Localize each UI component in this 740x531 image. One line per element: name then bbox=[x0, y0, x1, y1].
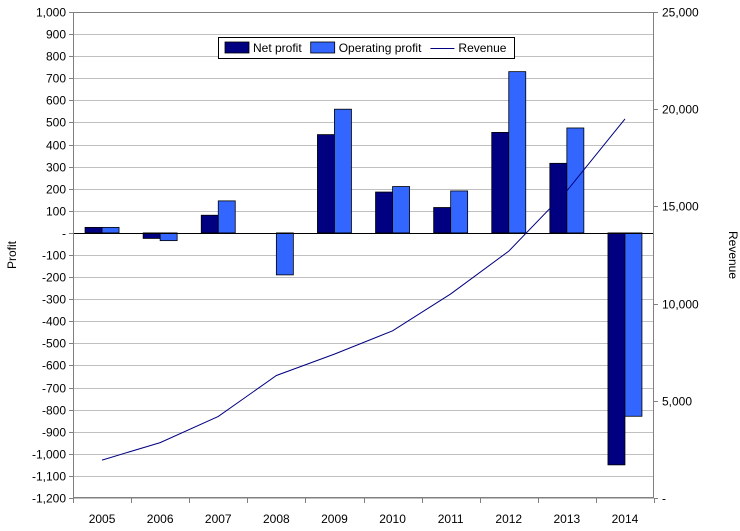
x-tick-label: 2014 bbox=[612, 512, 639, 526]
revenue-line-group bbox=[101, 118, 626, 461]
grid-lines bbox=[73, 12, 654, 499]
left-tick-label: 800 bbox=[46, 50, 66, 64]
right-tick-label: 5,000 bbox=[662, 395, 692, 409]
bar-operating-profit bbox=[159, 232, 178, 242]
right-axis-title: Revenue bbox=[726, 231, 740, 279]
plot-border bbox=[73, 12, 654, 498]
left-tick-label: - bbox=[62, 227, 66, 241]
x-tick-label: 2011 bbox=[438, 512, 464, 526]
left-tick-label: -300 bbox=[42, 293, 66, 307]
left-tick-label: 400 bbox=[46, 139, 66, 153]
x-tick-label: 2006 bbox=[147, 512, 174, 526]
bar-operating-profit bbox=[624, 232, 643, 417]
bar-net-profit bbox=[375, 191, 393, 234]
right-tick-label: 20,000 bbox=[662, 103, 699, 117]
left-tick-label: -500 bbox=[42, 337, 66, 351]
left-tick-label: 700 bbox=[46, 72, 66, 86]
left-tick-label: -1,200 bbox=[32, 492, 66, 506]
left-tick-label: -200 bbox=[42, 271, 66, 285]
bar-net-profit bbox=[200, 214, 219, 234]
left-tick-label: 1,000 bbox=[36, 6, 66, 20]
bar-operating-profit bbox=[450, 190, 469, 234]
x-tick-label: 2012 bbox=[495, 512, 522, 526]
bar-net-profit bbox=[433, 207, 452, 234]
bar-net-profit bbox=[607, 232, 626, 466]
left-tick-label: -100 bbox=[42, 249, 66, 263]
bar-operating-profit bbox=[275, 232, 294, 276]
legend-swatch-operating-profit bbox=[310, 41, 336, 54]
left-tick-label: 100 bbox=[46, 205, 66, 219]
left-tick-label: -800 bbox=[42, 404, 66, 418]
left-tick-label: -1,000 bbox=[32, 448, 66, 462]
x-tick-label: 2013 bbox=[553, 512, 580, 526]
x-tick-label: 2009 bbox=[321, 512, 348, 526]
legend-label-net-profit: Net profit bbox=[253, 41, 302, 55]
bar-net-profit bbox=[549, 162, 568, 234]
x-axis-ticks: 2005 2006 2007 2008 2009 2010 2011 2012 2013 2014 bbox=[73, 498, 655, 526]
left-tick-label: -1,100 bbox=[32, 470, 66, 484]
bar-net-profit bbox=[491, 131, 510, 234]
left-tick-label: -700 bbox=[42, 382, 66, 396]
legend-box bbox=[218, 37, 515, 59]
bar-operating-profit bbox=[392, 186, 410, 234]
left-tick-label: 200 bbox=[46, 183, 66, 197]
left-tick-label: 600 bbox=[46, 94, 66, 108]
x-tick-label: 2007 bbox=[205, 512, 232, 526]
right-tick-label: - bbox=[662, 492, 666, 506]
left-tick-label: -400 bbox=[42, 315, 66, 329]
bar-operating-profit bbox=[508, 71, 527, 234]
bar-net-profit bbox=[317, 134, 335, 234]
legend: Net profit Operating profit Revenue bbox=[218, 37, 515, 59]
legend-swatch-net-profit bbox=[224, 41, 250, 54]
bar-operating-profit bbox=[217, 200, 236, 234]
left-axis-ticks: 1,000 900 800 700 600 500 400 300 200 100 - -100 -20… bbox=[32, 6, 73, 506]
x-tick-label: 2005 bbox=[89, 512, 116, 526]
left-tick-label: 900 bbox=[46, 28, 66, 42]
left-axis-title: Profit bbox=[5, 240, 19, 269]
left-tick-label: 500 bbox=[46, 116, 66, 130]
bar-operating-profit bbox=[101, 226, 120, 234]
left-tick-label: -600 bbox=[42, 359, 66, 373]
legend-label-operating-profit: Operating profit bbox=[339, 41, 422, 55]
right-tick-label: 15,000 bbox=[662, 200, 699, 214]
right-tick-label: 10,000 bbox=[662, 298, 699, 312]
right-axis-ticks: 25,000 20,000 15,000 10,000 5,000 - bbox=[654, 6, 699, 506]
x-tick-label: 2008 bbox=[263, 512, 290, 526]
legend-label-revenue: Revenue bbox=[458, 41, 506, 55]
right-tick-label: 25,000 bbox=[662, 6, 699, 20]
left-tick-label: -900 bbox=[42, 426, 66, 440]
bar-operating-profit bbox=[334, 108, 352, 234]
x-tick-label: 2010 bbox=[379, 512, 406, 526]
left-tick-label: 300 bbox=[46, 161, 66, 175]
bars-group bbox=[84, 71, 643, 466]
bar-net-profit bbox=[84, 226, 103, 234]
revenue-line bbox=[101, 118, 626, 461]
